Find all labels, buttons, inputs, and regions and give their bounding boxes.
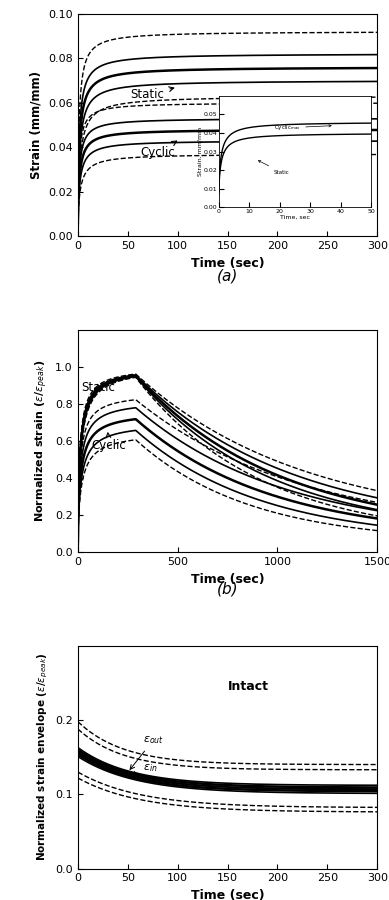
- Text: $\varepsilon_{in}$: $\varepsilon_{in}$: [131, 762, 157, 776]
- X-axis label: Time (sec): Time (sec): [191, 256, 265, 270]
- Text: Cyclic: Cyclic: [141, 141, 177, 159]
- Text: Static: Static: [81, 381, 115, 394]
- Text: Intact: Intact: [228, 680, 268, 693]
- Y-axis label: Normalized strain envelope ($\varepsilon$/$\varepsilon_{peak}$): Normalized strain envelope ($\varepsilon…: [35, 653, 50, 861]
- Y-axis label: Normalized strain ($\varepsilon$/$\varepsilon_{peak}$): Normalized strain ($\varepsilon$/$\varep…: [33, 360, 50, 522]
- X-axis label: Time (sec): Time (sec): [191, 889, 265, 900]
- Text: $\varepsilon_{out}$: $\varepsilon_{out}$: [130, 734, 164, 770]
- Text: (a): (a): [217, 269, 238, 284]
- Y-axis label: Strain (mm/mm): Strain (mm/mm): [30, 71, 43, 179]
- Text: (b): (b): [217, 581, 238, 597]
- X-axis label: Time (sec): Time (sec): [191, 572, 265, 586]
- Text: Cyclic: Cyclic: [92, 433, 126, 453]
- Text: Static: Static: [131, 86, 174, 101]
